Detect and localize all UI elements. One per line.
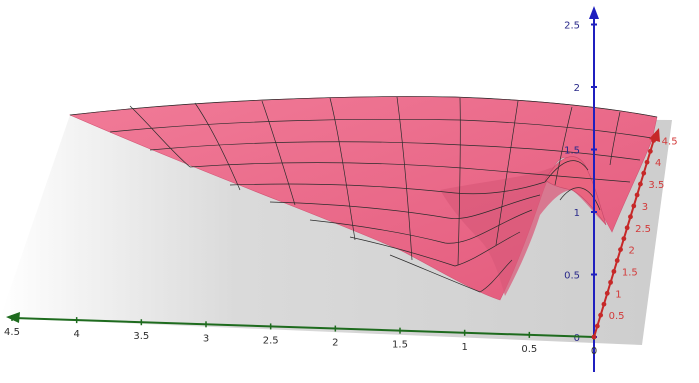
- y-tick-dot: [624, 225, 630, 231]
- y-tick-label: 3.5: [648, 180, 664, 191]
- y-tick-label: 2.5: [635, 224, 651, 235]
- x-tick-label: 2: [332, 338, 338, 349]
- y-tick-dot: [641, 170, 647, 176]
- surface-peak: [544, 156, 607, 226]
- y-tick-dot: [614, 258, 620, 263]
- z-tick-label: 0: [574, 333, 580, 344]
- z-tick-label: 1.5: [564, 146, 580, 157]
- x-tick-label: 4.5: [4, 327, 20, 338]
- y-axis-arrow-icon: [649, 128, 660, 142]
- x-tick-label: 0.5: [521, 344, 537, 355]
- z-tick-label: 2.5: [564, 21, 580, 32]
- z-tick-label: 2: [574, 83, 580, 94]
- y-tick-dot: [618, 247, 623, 253]
- y-tick-label: 4: [655, 158, 661, 169]
- x-tick-label: 1.5: [392, 340, 408, 351]
- y-tick-dot: [631, 203, 637, 209]
- y-tick-label: 3: [642, 202, 648, 213]
- y-tick-dot: [638, 181, 643, 187]
- z-axis: [589, 6, 599, 372]
- y-tick-dot: [647, 148, 653, 154]
- x-tick-label: 1: [461, 342, 467, 353]
- y-tick-label: 2: [629, 246, 635, 257]
- y-axis-ticks: 0.5 11.5 22.5 33.5 44.5: [591, 136, 678, 340]
- y-tick-dot: [634, 192, 640, 198]
- y-tick-dot: [604, 290, 610, 296]
- z-tick-label: 1: [574, 208, 580, 219]
- y-tick-dot: [594, 323, 600, 329]
- y-tick-label: 1.5: [622, 267, 638, 278]
- z-axis-arrow-icon: [589, 6, 599, 19]
- y-tick-label: 1: [615, 289, 621, 300]
- x-tick-label: 0: [591, 346, 597, 357]
- x-axis-arrow-icon: [6, 312, 20, 323]
- y-tick-dot: [611, 269, 617, 274]
- y-tick-dot: [621, 236, 627, 242]
- x-axis: [6, 312, 595, 338]
- y-tick-label: 0.5: [609, 311, 625, 322]
- x-tick-label: 2.5: [263, 335, 279, 346]
- y-tick-dot: [651, 137, 657, 143]
- x-tick-label: 4: [73, 329, 79, 340]
- y-tick-dot: [628, 214, 633, 220]
- y-tick-dot: [644, 159, 650, 165]
- y-tick-dot: [591, 334, 597, 340]
- y-tick-dot: [598, 312, 604, 318]
- x-tick-label: 3: [203, 333, 209, 344]
- y-tick-dot: [608, 279, 613, 285]
- surface-mesh: [69, 96, 658, 293]
- x-tick-label: 3.5: [133, 331, 149, 342]
- z-tick-label: 0.5: [564, 271, 580, 282]
- surface-fold: [440, 163, 606, 296]
- y-tick-dot: [601, 301, 607, 307]
- y-tick-label: 4.5: [662, 136, 678, 147]
